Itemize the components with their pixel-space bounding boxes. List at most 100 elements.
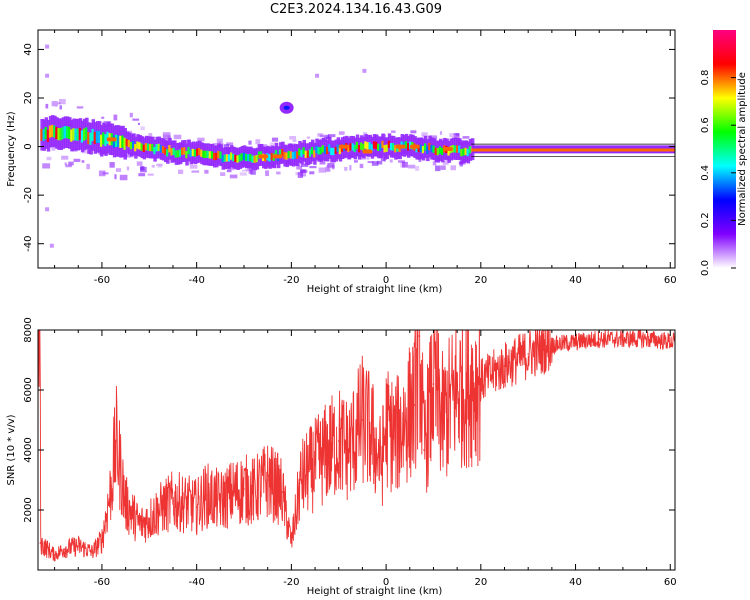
snr-point — [281, 491, 283, 493]
heatmap-cell — [109, 162, 115, 168]
heatmap-cell — [57, 102, 61, 105]
heatmap-cell — [381, 140, 385, 149]
heatmap-cell — [82, 128, 87, 141]
heatmap-cell — [415, 145, 419, 153]
heatmap-cell — [250, 170, 256, 175]
snr-point — [110, 485, 113, 487]
chart-title: C2E3.2024.134.16.43.G09 — [269, 2, 443, 17]
colorbar-tick-label: 0.0 — [700, 260, 711, 276]
snr-point — [418, 335, 421, 337]
snr-point — [645, 338, 648, 340]
heatmap-cell — [353, 144, 358, 153]
heatmap-cell — [289, 151, 294, 159]
heatmap-cell — [226, 169, 232, 173]
heatmap-cell — [119, 135, 123, 148]
heatmap-cell — [370, 144, 375, 152]
heatmap-cell — [325, 166, 331, 173]
heatmap-cell — [391, 130, 396, 133]
heatmap-cell — [78, 127, 83, 140]
heatmap-cell — [450, 165, 457, 171]
snr-point — [252, 491, 255, 493]
heatmap-cell — [392, 143, 396, 151]
snr-point — [243, 488, 245, 490]
heatmap-cell — [319, 134, 326, 138]
heatmap-cell — [354, 160, 358, 163]
heatmap-cell — [125, 138, 130, 147]
heatmap-cell — [102, 132, 106, 145]
heatmap-cell — [402, 161, 408, 168]
snr-point — [404, 419, 406, 421]
heatmap-cell — [415, 166, 420, 171]
heatmap-cell — [325, 146, 330, 155]
heatmap-cell — [455, 145, 460, 153]
bottom-panel-ytick-label: 2000 — [23, 497, 34, 522]
heatmap-cell — [236, 155, 240, 163]
heatmap-cell — [319, 147, 324, 155]
heatmap-cell — [298, 148, 302, 156]
heatmap-cell — [157, 143, 162, 152]
heatmap-cell — [134, 144, 138, 152]
heatmap-cell — [297, 172, 304, 178]
heatmap-cell — [458, 145, 462, 153]
heatmap-cell — [102, 172, 109, 175]
bottom-panel-ytick-label: 8000 — [23, 317, 34, 342]
heatmap-cell — [295, 171, 300, 176]
heatmap-cell — [379, 143, 383, 152]
heatmap-cell — [85, 127, 89, 140]
heatmap-cell — [138, 142, 142, 150]
snr-series-line — [38, 330, 675, 562]
snr-point — [91, 551, 94, 553]
snr-point — [148, 518, 151, 520]
heatmap-cell — [251, 155, 255, 163]
heatmap-cell — [223, 154, 228, 162]
heatmap-cell — [148, 133, 153, 139]
snr-point — [371, 434, 373, 436]
bottom-panel-xtick-label: -20 — [283, 577, 299, 588]
heatmap-cell — [362, 143, 366, 152]
heatmap-cell — [296, 151, 300, 159]
heatmap-cell — [383, 158, 386, 162]
heatmap-cell — [389, 159, 393, 163]
heatmap-cell — [229, 174, 238, 179]
heatmap-cell — [372, 141, 377, 149]
heatmap-cell — [418, 159, 422, 162]
heatmap-cell — [441, 147, 445, 156]
heatmap-cell — [212, 142, 221, 147]
heatmap-cell — [44, 126, 49, 140]
heatmap-cell — [115, 168, 122, 172]
heatmap-cell — [327, 162, 335, 168]
heatmap-cell — [338, 144, 349, 149]
heatmap-cell — [407, 164, 416, 169]
heatmap-cell — [244, 153, 249, 161]
heatmap-cell — [51, 124, 55, 137]
top-panel-xtick-label: 60 — [664, 275, 677, 286]
heatmap-cell — [151, 165, 155, 168]
heatmap-cell — [364, 141, 368, 149]
heatmap-cell — [276, 171, 281, 175]
heatmap-cell — [140, 143, 145, 151]
heatmap-cell — [247, 154, 251, 162]
heatmap-cell — [268, 154, 272, 162]
heatmap-cell — [323, 146, 328, 154]
snr-point — [195, 506, 198, 508]
colorbar-tick-label: 0.6 — [700, 117, 711, 133]
colorbar — [713, 30, 736, 268]
heatmap-cell — [272, 154, 283, 159]
heatmap-cell — [65, 164, 72, 168]
snr-point — [139, 524, 141, 526]
heatmap-cell — [72, 128, 76, 141]
heatmap-cell — [404, 141, 409, 149]
snr-point — [347, 449, 350, 451]
heatmap-cell — [174, 150, 179, 158]
heatmap-cell — [132, 140, 136, 149]
heatmap-cell — [328, 144, 332, 152]
heatmap-cell — [406, 143, 411, 151]
heatmap-cell — [421, 132, 428, 137]
heatmap-cell — [48, 125, 53, 138]
heatmap-cell — [189, 149, 194, 157]
heatmap-cell — [226, 142, 234, 146]
heatmap-cell — [318, 167, 327, 173]
heatmap-cell — [230, 152, 234, 160]
heatmap-cell — [299, 169, 308, 173]
heatmap-cell — [57, 128, 61, 141]
